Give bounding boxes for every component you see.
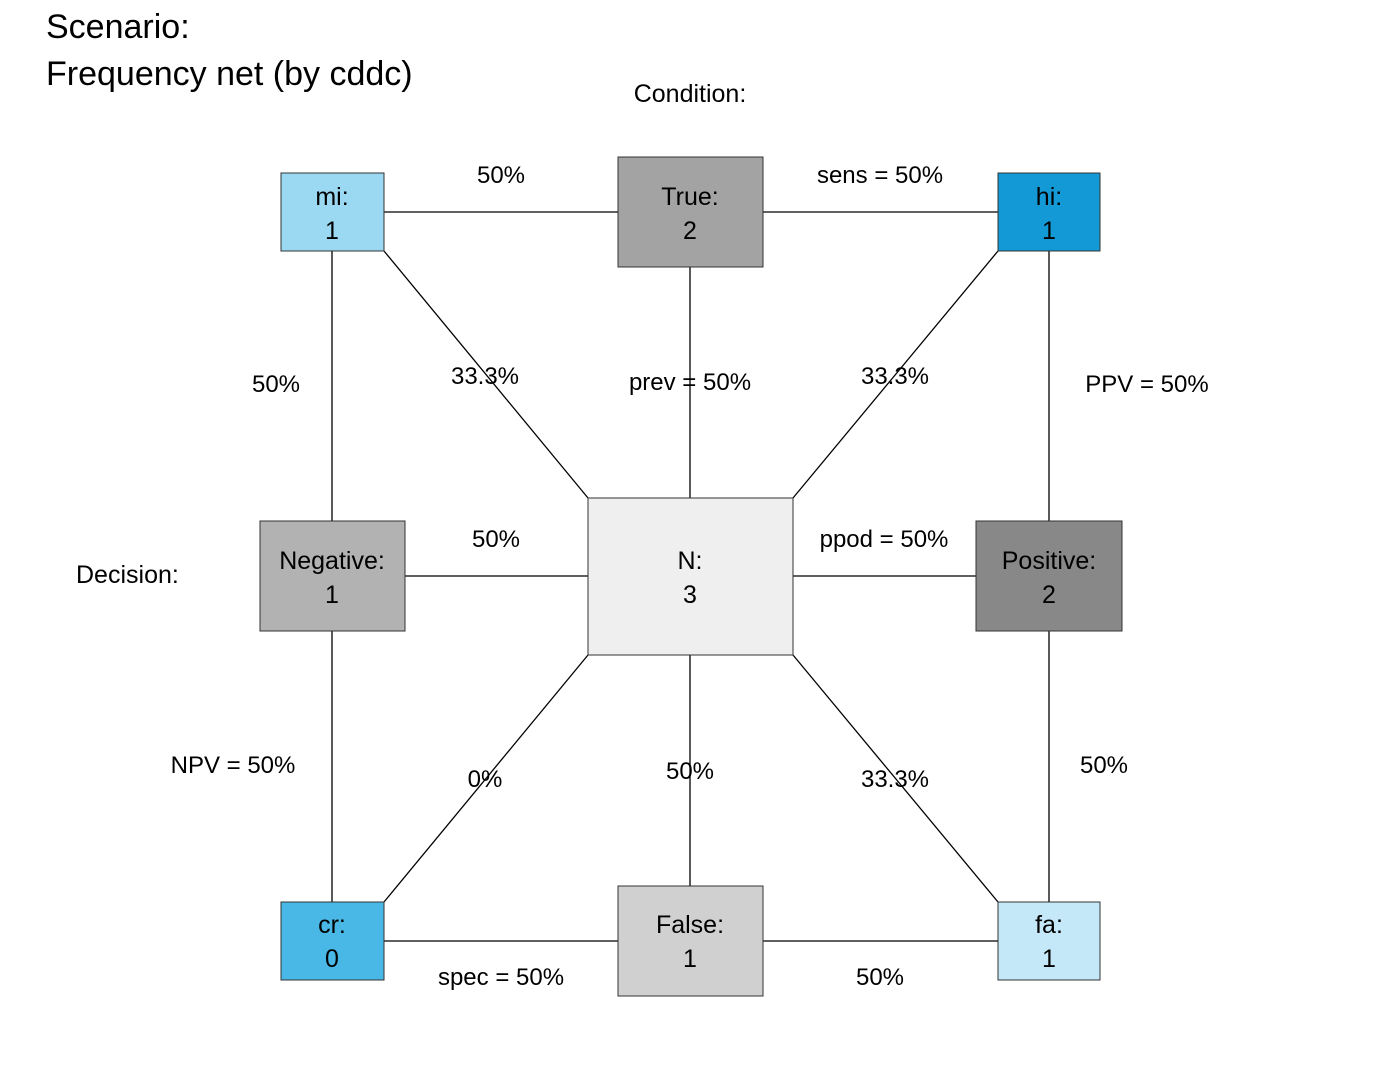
node-positive-count: 2 xyxy=(1042,581,1056,609)
node-mi-count: 1 xyxy=(325,217,339,245)
edge-labels: 50% sens = 50% 50% 33.3% prev = 50% 33.3… xyxy=(171,162,1209,991)
node-positive-name: Positive: xyxy=(1002,547,1096,575)
node-mi-box xyxy=(280,172,385,252)
node-positive-box xyxy=(975,520,1123,632)
node-fa-count: 1 xyxy=(1042,945,1056,973)
edge-hi-n xyxy=(792,250,999,499)
node-false: False: 1 xyxy=(617,885,764,997)
title-line-2: Frequency net (by cddc) xyxy=(46,55,413,93)
label-true-hi: sens = 50% xyxy=(817,162,943,189)
node-false-count: 1 xyxy=(683,945,697,973)
condition-label: Condition: xyxy=(634,80,747,108)
node-mi: mi: 1 xyxy=(280,172,385,252)
label-fa-n: 33.3% xyxy=(861,766,929,793)
node-true-box xyxy=(617,156,764,268)
label-hi-n: 33.3% xyxy=(861,363,929,390)
label-cr-false: spec = 50% xyxy=(438,964,564,991)
label-mi-negative: 50% xyxy=(252,371,300,398)
node-cr-name: cr: xyxy=(318,911,346,939)
node-false-box xyxy=(617,885,764,997)
edges xyxy=(331,211,1050,942)
label-negative-cr: NPV = 50% xyxy=(171,752,296,779)
label-mi-n: 33.3% xyxy=(451,363,519,390)
label-mi-true: 50% xyxy=(477,162,525,189)
node-n-name: N: xyxy=(678,547,703,575)
label-negative-n: 50% xyxy=(472,526,520,553)
label-false-n: 50% xyxy=(666,758,714,785)
edge-mi-n xyxy=(383,250,589,499)
node-fa-box xyxy=(997,901,1101,981)
title-line-1: Scenario: xyxy=(46,8,190,46)
node-mi-name: mi: xyxy=(315,183,348,211)
node-cr-box xyxy=(280,901,385,981)
edge-fa-n xyxy=(792,654,999,903)
node-negative-count: 1 xyxy=(325,581,339,609)
node-cr: cr: 0 xyxy=(280,901,385,981)
node-false-name: False: xyxy=(656,911,724,939)
node-n-count: 3 xyxy=(683,581,697,609)
node-n-box xyxy=(587,497,794,656)
node-negative-name: Negative: xyxy=(279,547,385,575)
node-positive: Positive: 2 xyxy=(975,520,1123,632)
edge-cr-n xyxy=(383,654,589,903)
label-n-positive: ppod = 50% xyxy=(820,526,949,553)
node-negative: Negative: 1 xyxy=(259,520,406,632)
node-hi-name: hi: xyxy=(1036,183,1062,211)
label-positive-fa: 50% xyxy=(1080,752,1128,779)
node-fa: fa: 1 xyxy=(997,901,1101,981)
node-hi-box xyxy=(997,172,1101,252)
node-n: N: 3 xyxy=(587,497,794,656)
node-negative-box xyxy=(259,520,406,632)
node-true: True: 2 xyxy=(617,156,764,268)
label-hi-positive: PPV = 50% xyxy=(1085,371,1208,398)
node-fa-name: fa: xyxy=(1035,911,1063,939)
label-cr-n: 0% xyxy=(468,766,503,793)
node-true-count: 2 xyxy=(683,217,697,245)
label-true-n: prev = 50% xyxy=(629,369,751,396)
node-true-name: True: xyxy=(661,183,718,211)
node-cr-count: 0 xyxy=(325,945,339,973)
node-hi-count: 1 xyxy=(1042,217,1056,245)
node-hi: hi: 1 xyxy=(997,172,1101,252)
decision-label: Decision: xyxy=(76,561,179,589)
label-false-fa: 50% xyxy=(856,964,904,991)
